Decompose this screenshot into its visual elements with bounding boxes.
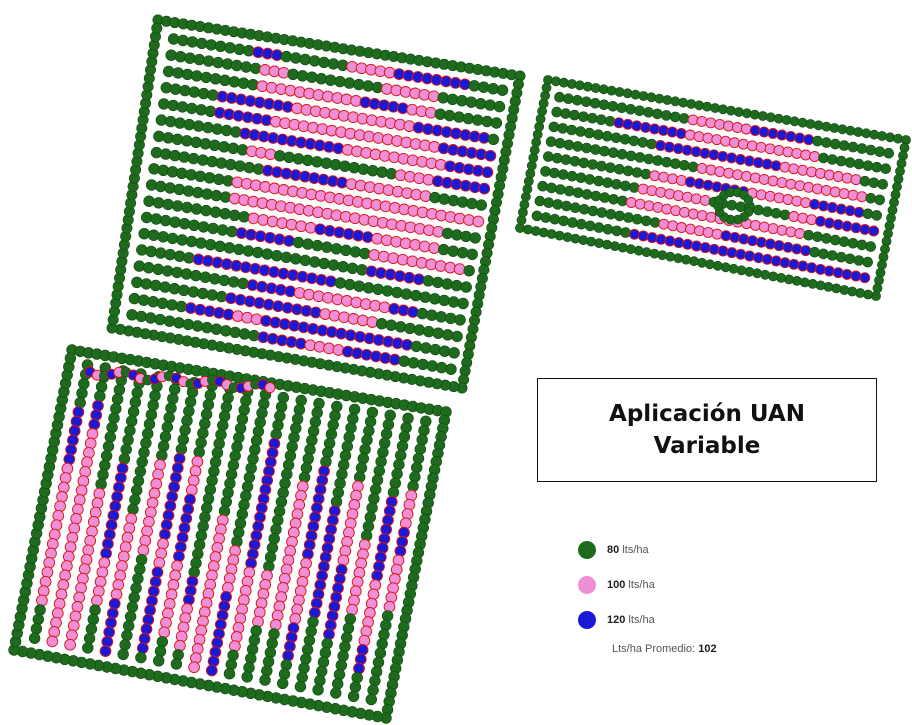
legend-item-120: 120 lts/ha [578,602,778,637]
average-rate: Lts/ha Promedio: 102 [612,643,778,655]
field-south-passes [8,344,452,724]
legend-unit: lts/ha [628,578,655,591]
legend-unit: lts/ha [622,543,649,556]
pink-dot-icon [578,575,596,594]
legend-item-80: 80 lts/ha [578,532,778,567]
blue-dot-icon [578,610,596,629]
average-value: 102 [698,643,717,655]
map-title-line-2: Variable [653,433,761,459]
field-east-passes [515,75,911,301]
field-north-passes [106,14,526,394]
map-title-box: Aplicación UAN Variable [537,378,877,482]
map-title-line-1: Aplicación UAN [609,401,805,427]
legend-unit: lts/ha [628,613,655,626]
legend-rate: 100 [607,578,626,591]
legend-item-100: 100 lts/ha [578,567,778,602]
legend-rate: 80 [607,543,620,556]
green-dot-icon [578,540,596,559]
average-label: Lts/ha Promedio: [612,643,696,655]
legend-rate: 120 [607,613,626,626]
legend: 80 lts/ha 100 lts/ha 120 lts/ha Lts/ha P… [578,532,778,655]
